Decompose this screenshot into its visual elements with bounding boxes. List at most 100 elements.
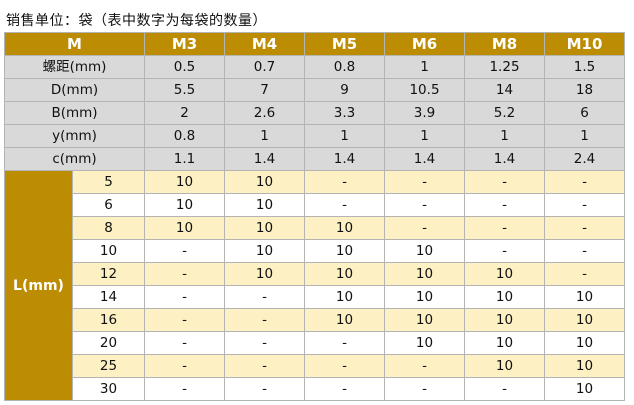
spec-value-cell: 0.8 (144, 124, 225, 148)
length-value-cell: 25 (72, 354, 145, 378)
quantity-cell: - (384, 354, 465, 378)
header-cell-size: M4 (224, 32, 305, 56)
quantity-cell: 10 (304, 216, 385, 240)
spec-value-cell: 1 (464, 124, 545, 148)
spec-value-cell: 1.1 (144, 147, 225, 171)
quantity-cell: - (464, 239, 545, 263)
quantity-cell: - (384, 170, 465, 194)
spec-value-cell: 1 (224, 124, 305, 148)
spec-value-cell: 1.4 (224, 147, 305, 171)
quantity-cell: - (224, 377, 305, 401)
spec-value-cell: 1.25 (464, 55, 545, 79)
spec-name-cell: c(mm) (4, 147, 145, 171)
length-row: 6 10 10- - - - (5, 193, 625, 217)
length-row: 16- -10 10 10 10 (5, 308, 625, 332)
quantity-cell: 10 (544, 308, 625, 332)
quantity-cell: 10 (544, 377, 625, 401)
header-row: M M3 M4 M5 M6 M8 M10 (4, 32, 625, 56)
quantity-cell: - (144, 285, 225, 309)
quantity-cell: 10 (464, 262, 545, 286)
quantity-cell: - (464, 216, 545, 240)
quantity-cell: 10 (224, 262, 305, 286)
quantity-cell: 10 (384, 331, 465, 355)
spec-value-cell: 18 (544, 78, 625, 102)
spec-name-cell: y(mm) (4, 124, 145, 148)
spec-value-cell: 7 (224, 78, 305, 102)
quantity-cell: 10 (544, 331, 625, 355)
length-row: 20- - -10 10 10 (5, 331, 625, 355)
quantity-cell: - (544, 170, 625, 194)
length-row: 25- - - -10 10 (5, 354, 625, 378)
spec-value-cell: 2.4 (544, 147, 625, 171)
quantity-cell: - (224, 308, 305, 332)
length-value-cell: 10 (72, 239, 145, 263)
spec-value-cell: 1.4 (304, 147, 385, 171)
quantity-cell: 10 (144, 216, 225, 240)
header-cell-size: M8 (464, 32, 545, 56)
quantity-cell: - (464, 193, 545, 217)
quantity-cell: - (544, 193, 625, 217)
spec-name-cell: 螺距(mm) (4, 55, 145, 79)
length-value-cell: 6 (72, 193, 145, 217)
spec-value-cell: 2.6 (224, 101, 305, 125)
length-value-cell: 5 (72, 170, 145, 194)
spec-value-cell: 1 (384, 55, 465, 79)
quantity-cell: 10 (224, 216, 305, 240)
spec-value-cell: 1.4 (384, 147, 465, 171)
quantity-cell: 10 (464, 285, 545, 309)
size-spec-table: M M3 M4 M5 M6 M8 M10 螺距(mm) 0.5 0.7 0.8 1 1.2… (4, 32, 625, 401)
header-cell-size: M5 (304, 32, 385, 56)
quantity-cell: - (384, 377, 465, 401)
length-value-cell: 12 (72, 262, 145, 286)
quantity-cell: - (304, 193, 385, 217)
header-cell-size: M6 (384, 32, 465, 56)
quantity-cell: - (304, 170, 385, 194)
spec-value-cell: 14 (464, 78, 545, 102)
quantity-cell: - (224, 331, 305, 355)
length-row: 30- - - - -10 (5, 377, 625, 401)
length-value-cell: 20 (72, 331, 145, 355)
quantity-cell: 10 (304, 239, 385, 263)
spec-value-cell: 6 (544, 101, 625, 125)
spec-value-cell: 3.9 (384, 101, 465, 125)
spec-value-cell: 2 (144, 101, 225, 125)
quantity-cell: 10 (144, 193, 225, 217)
quantity-cell: - (304, 331, 385, 355)
length-row: 12-10 10 10 10- (5, 262, 625, 286)
quantity-cell: 10 (544, 285, 625, 309)
quantity-cell: - (544, 239, 625, 263)
quantity-cell: - (544, 216, 625, 240)
spec-value-cell: 0.7 (224, 55, 305, 79)
header-cell-size: M3 (144, 32, 225, 56)
quantity-cell: - (384, 193, 465, 217)
spec-row: y(mm) 0.8 1 1 1 1 1 (4, 124, 625, 148)
quantity-cell: 10 (224, 239, 305, 263)
quantity-cell: 10 (384, 239, 465, 263)
length-value-cell: 14 (72, 285, 145, 309)
quantity-cell: - (144, 308, 225, 332)
quantity-cell: - (544, 262, 625, 286)
quantity-cell: - (144, 331, 225, 355)
length-label-cell: L(mm) (4, 170, 73, 401)
spec-value-cell: 3.3 (304, 101, 385, 125)
spec-value-cell: 10.5 (384, 78, 465, 102)
quantity-cell: - (144, 262, 225, 286)
quantity-cell: - (144, 354, 225, 378)
table-caption: 销售单位：袋（表中数字为每袋的数量） (6, 13, 267, 29)
spec-value-cell: 5.2 (464, 101, 545, 125)
quantity-cell: - (224, 354, 305, 378)
spec-value-cell: 1 (544, 124, 625, 148)
header-cell-size: M10 (544, 32, 625, 56)
length-row: L(mm) 5 10 10- - - - (4, 170, 625, 401)
spec-value-cell: 1 (384, 124, 465, 148)
spec-value-cell: 1.5 (544, 55, 625, 79)
spec-value-cell: 1.4 (464, 147, 545, 171)
quantity-cell: - (304, 377, 385, 401)
spec-value-cell: 1 (304, 124, 385, 148)
quantity-cell: 10 (464, 354, 545, 378)
header-cell-m: M (4, 32, 145, 56)
spec-row: B(mm) 2 2.6 3.3 3.9 5.2 6 (4, 101, 625, 125)
quantity-cell: 10 (224, 170, 305, 194)
quantity-cell: 10 (224, 193, 305, 217)
quantity-cell: - (464, 170, 545, 194)
